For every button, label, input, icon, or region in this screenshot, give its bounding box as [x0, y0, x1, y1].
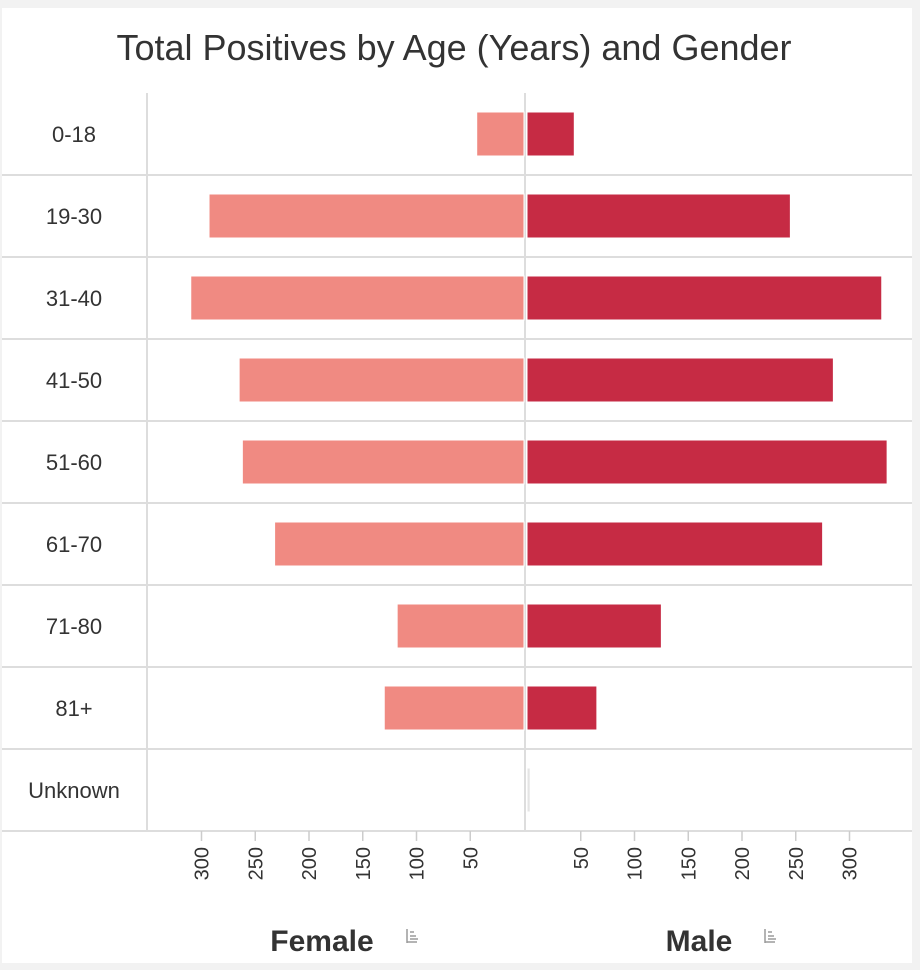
tick-label: 200	[299, 847, 321, 880]
tick-labels: 300 250 200 150 100 50 50 100 150 200 250 300	[192, 831, 862, 880]
male-bar-unknown[interactable]	[526, 767, 531, 813]
category-label: 41-50	[46, 368, 102, 393]
male-bar-41-50[interactable]	[526, 357, 834, 403]
male-bar-81+[interactable]	[526, 685, 598, 731]
sort-icon[interactable]	[764, 929, 776, 943]
female-bar-31-40[interactable]	[190, 275, 525, 321]
female-bar-61-70[interactable]	[274, 521, 525, 567]
male-bar-71-80[interactable]	[526, 603, 662, 649]
male-bar-51-60[interactable]	[526, 439, 888, 485]
tick-label: 50	[571, 847, 593, 869]
chart-title: Total Positives by Age (Years) and Gende…	[116, 27, 791, 68]
category-label: 0-18	[52, 122, 96, 147]
grid-lines	[2, 93, 912, 832]
sort-icon[interactable]	[406, 929, 418, 943]
male-bar-0-18[interactable]	[526, 111, 575, 157]
chart-card: Total Positives by Age (Years) and Gende…	[2, 8, 912, 963]
tick-label: 50	[460, 847, 482, 869]
category-label: 61-70	[46, 532, 102, 557]
tick-label: 100	[407, 847, 429, 880]
female-bar-81+[interactable]	[383, 685, 525, 731]
female-bar-41-50[interactable]	[238, 357, 525, 403]
tick-label: 300	[192, 847, 214, 880]
category-label: Unknown	[28, 778, 120, 803]
male-bar-19-30[interactable]	[526, 193, 791, 239]
category-label: 31-40	[46, 286, 102, 311]
bars	[190, 111, 888, 813]
tick-label: 300	[840, 847, 862, 880]
category-label: 81+	[55, 696, 92, 721]
category-label: 51-60	[46, 450, 102, 475]
female-bar-71-80[interactable]	[396, 603, 525, 649]
female-bar-51-60[interactable]	[241, 439, 525, 485]
tick-label: 200	[732, 847, 754, 880]
category-label: 19-30	[46, 204, 102, 229]
female-axis-title: Female	[270, 925, 373, 958]
tick-label: 250	[786, 847, 808, 880]
female-bar-0-18[interactable]	[476, 111, 525, 157]
male-bar-31-40[interactable]	[526, 275, 883, 321]
tick-label: 250	[245, 847, 267, 880]
male-bar-61-70[interactable]	[526, 521, 824, 567]
category-label: 71-80	[46, 614, 102, 639]
tick-label: 150	[678, 847, 700, 880]
male-axis-title: Male	[666, 925, 733, 958]
category-labels: 0-18 19-30 31-40 41-50 51-60 61-70 71-80 81+ Unk…	[28, 122, 120, 803]
female-bar-19-30[interactable]	[208, 193, 525, 239]
tick-label: 100	[625, 847, 647, 880]
population-pyramid-chart: Total Positives by Age (Years) and Gende…	[2, 27, 912, 958]
tick-label: 150	[353, 847, 375, 880]
